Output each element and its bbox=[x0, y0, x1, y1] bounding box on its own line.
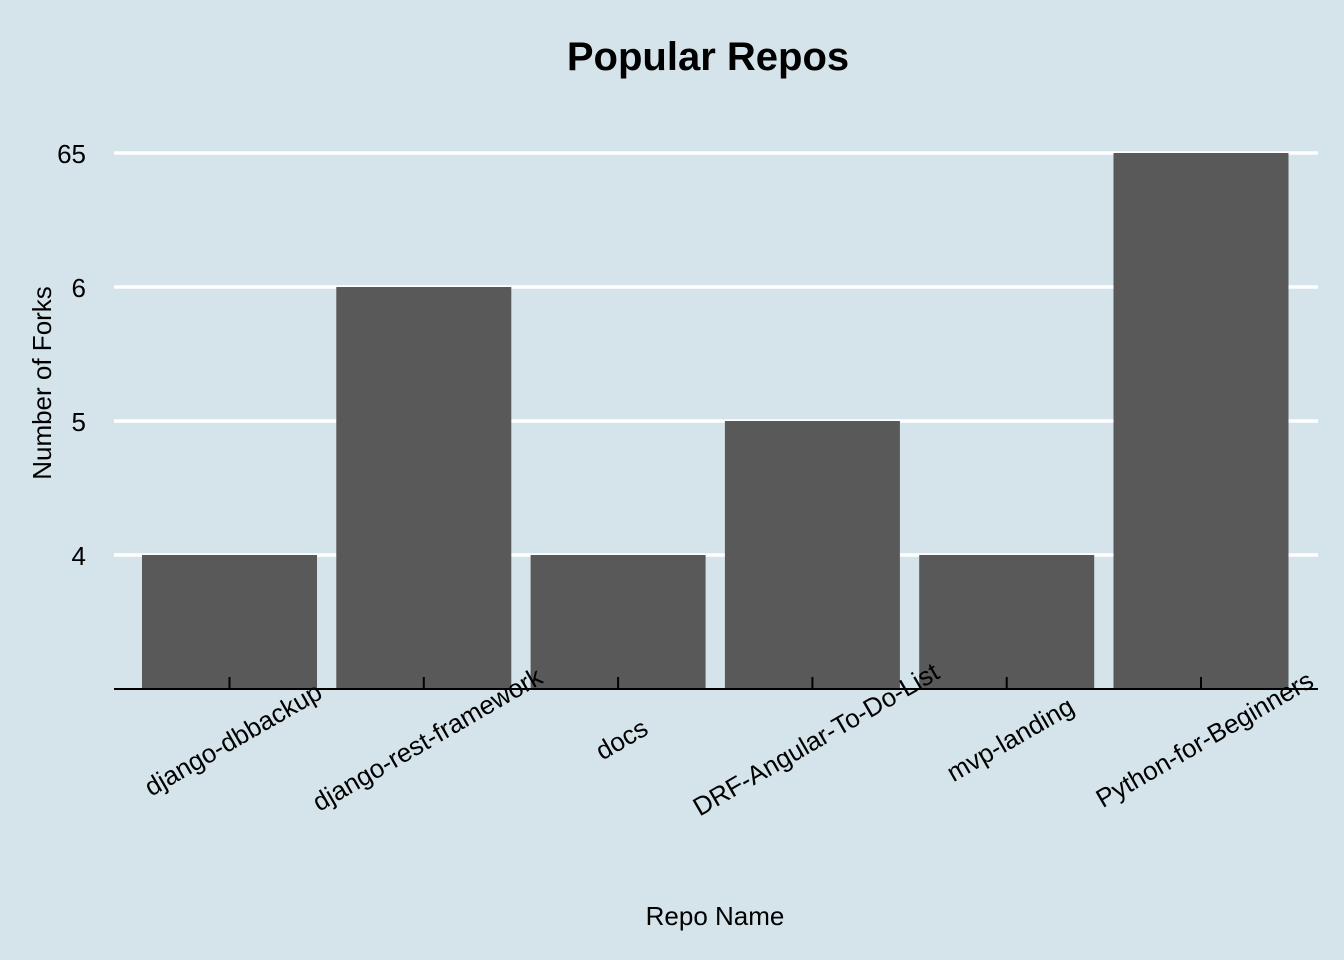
y-tick-label-5: 5 bbox=[72, 407, 86, 437]
x-tick-label-django-dbbackup: django-dbbackup bbox=[139, 676, 327, 802]
x-tick-label-mvp-landing: mvp-landing bbox=[941, 691, 1079, 788]
bar-django-dbbackup bbox=[142, 555, 317, 689]
bar-DRF-Angular-To-Do-List bbox=[724, 421, 900, 689]
bars bbox=[142, 153, 1289, 689]
y-tick-label-4: 4 bbox=[72, 541, 86, 571]
bar-docs bbox=[530, 555, 706, 689]
y-tick-label-65: 65 bbox=[57, 139, 86, 169]
y-tick-label-6: 6 bbox=[72, 273, 86, 303]
x-axis-label: Repo Name bbox=[646, 901, 785, 931]
y-axis-label: Number of Forks bbox=[27, 286, 57, 480]
bar-Python-for-Beginners bbox=[1113, 153, 1289, 689]
bar-django-rest-framework bbox=[336, 287, 512, 689]
x-tick-label-docs: docs bbox=[590, 712, 653, 765]
bar-mvp-landing bbox=[919, 555, 1095, 689]
chart-title: Popular Repos bbox=[567, 35, 849, 79]
y-tick-labels: 4 5 6 65 bbox=[57, 139, 86, 571]
